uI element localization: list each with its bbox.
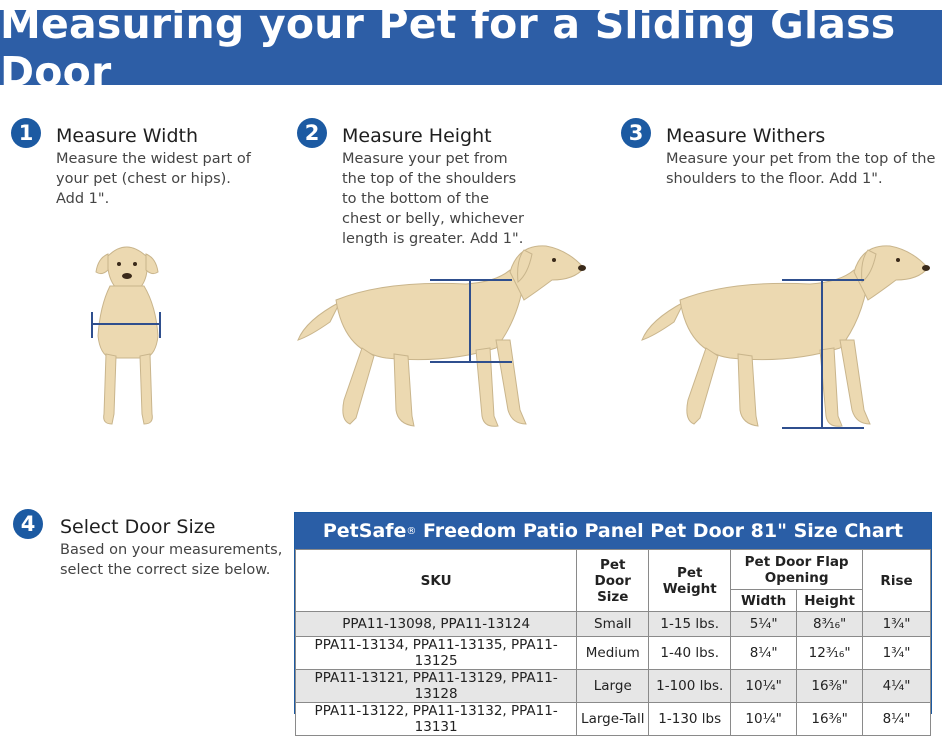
header-weight: Pet Weight: [648, 549, 732, 612]
table-row: PPA11-13134, PPA11-13135, PPA11-13125 Me…: [294, 636, 931, 670]
title-banner: Measuring your Pet for a Sliding Glass D…: [0, 0, 942, 96]
size-table: SKU Pet Door Size Pet Weight Pet Door Fl…: [294, 549, 931, 736]
step-1-description: Measure the widest part of your pet (che…: [56, 151, 251, 207]
cell-height: 8³⁄₁₆": [796, 611, 864, 637]
header-door-size: Pet Door Size: [576, 549, 650, 612]
step-3-title: Measure Withers: [666, 125, 826, 147]
cell-width: 8¼": [730, 636, 798, 670]
cell-width: 5¼": [730, 611, 798, 637]
cell-width: 10¼": [730, 669, 798, 703]
cell-height: 12³⁄₁₆": [796, 636, 864, 670]
cell-sku: PPA11-13121, PPA11-13129, PPA11-13128: [294, 669, 578, 703]
header-width: Width: [730, 589, 798, 612]
step-1-number-badge: 1: [11, 118, 41, 148]
table-row: PPA11-13122, PPA11-13132, PPA11-13131 La…: [294, 702, 931, 736]
table-row: PPA11-13121, PPA11-13129, PPA11-13128 La…: [294, 669, 931, 703]
size-chart-title-rest: Freedom Patio Panel Pet Door 81" Size Ch…: [416, 520, 904, 542]
dog-front-width-illustration: [91, 246, 161, 425]
step-3-number-badge: 3: [621, 118, 651, 148]
cell-sku: PPA11-13122, PPA11-13132, PPA11-13131: [294, 702, 578, 736]
step-4-number-badge: 4: [13, 509, 43, 539]
cell-weight: 1-130 lbs: [648, 702, 732, 736]
cell-width: 10¼": [730, 702, 798, 736]
table-row: PPA11-13098, PPA11-13124 Small 1-15 lbs.…: [294, 611, 931, 637]
cell-size: Large-Tall: [576, 702, 650, 736]
dog-side-withers-illustration: [641, 245, 930, 429]
cell-rise: 1¾": [862, 611, 931, 637]
cell-size: Large: [576, 669, 650, 703]
step-2-number-badge: 2: [297, 118, 327, 148]
cell-height: 16⅜": [796, 702, 864, 736]
cell-weight: 1-15 lbs.: [648, 611, 732, 637]
size-chart: PetSafe ® Freedom Patio Panel Pet Door 81…: [294, 512, 932, 736]
header-sku: SKU: [294, 549, 578, 612]
cell-rise: 4¼": [862, 669, 931, 703]
step-2-description: Measure your pet from the top of the sho…: [342, 151, 524, 247]
cell-height: 16⅜": [796, 669, 864, 703]
size-chart-title: PetSafe ® Freedom Patio Panel Pet Door 81…: [295, 513, 931, 549]
cell-rise: 1¾": [862, 636, 931, 670]
cell-weight: 1-40 lbs.: [648, 636, 732, 670]
registered-mark: ®: [406, 525, 417, 537]
step-1-title: Measure Width: [56, 125, 198, 147]
cell-sku: PPA11-13098, PPA11-13124: [294, 611, 578, 637]
cell-weight: 1-100 lbs.: [648, 669, 732, 703]
header-flap-opening: Pet Door Flap Opening: [730, 549, 864, 590]
cell-sku: PPA11-13134, PPA11-13135, PPA11-13125: [294, 636, 578, 670]
header-height: Height: [796, 589, 864, 612]
cell-size: Medium: [576, 636, 650, 670]
step-4-description: Based on your measurements, select the c…: [60, 542, 283, 578]
page-title: Measuring your Pet for a Sliding Glass D…: [0, 0, 896, 96]
size-chart-brand: PetSafe: [322, 520, 407, 542]
header-rise: Rise: [862, 549, 931, 612]
cell-rise: 8¼": [862, 702, 931, 736]
step-4-title: Select Door Size: [60, 516, 216, 538]
cell-size: Small: [576, 611, 650, 637]
step-2-title: Measure Height: [342, 125, 492, 147]
step-3-description: Measure your pet from the top of the sho…: [666, 151, 936, 187]
dog-side-height-illustration: [297, 245, 586, 427]
